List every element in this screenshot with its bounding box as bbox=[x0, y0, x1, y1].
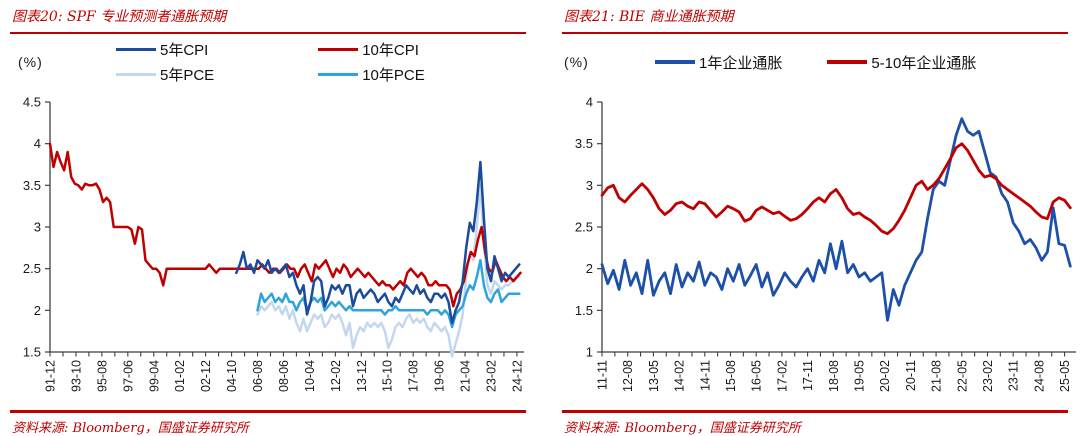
x-tick-label: 11-11 bbox=[596, 360, 610, 390]
series-line-5年CPI bbox=[235, 160, 521, 325]
legend-columns: 1年企业通胀 5-10年企业通胀 bbox=[655, 50, 976, 75]
x-tick-label: 01-02 bbox=[173, 360, 187, 392]
x-tick-label: 10-04 bbox=[303, 360, 317, 392]
legend-label: 10年PCE bbox=[362, 67, 425, 84]
legend-zone: (%) 1年企业通胀 5-10年企业通胀 bbox=[562, 34, 1068, 90]
legend-columns: 5年CPI 5年PCE 10年CPI 10年PCE bbox=[116, 37, 425, 87]
y-tick-label: 1 bbox=[586, 345, 593, 360]
legend-item: 10年PCE bbox=[318, 62, 425, 87]
series-line-10年PCE bbox=[256, 259, 521, 329]
x-tick-label: 22-05 bbox=[955, 360, 969, 392]
y-tick-label: 3.5 bbox=[23, 178, 41, 193]
chart-title: 图表20: SPF 专业预测者通胀预期 bbox=[12, 9, 227, 25]
x-tick-label: 04-10 bbox=[225, 360, 239, 392]
y-tick-label: 3 bbox=[586, 178, 593, 193]
y-tick-label: 4 bbox=[586, 95, 593, 110]
legend-item: 5年PCE bbox=[116, 62, 214, 87]
y-axis-unit-label: (%) bbox=[564, 54, 589, 70]
source-note: 资料来源: Bloomberg，国盛证券研究所 bbox=[12, 421, 249, 436]
bie-line-chart: 4 3.5 3 2.5 2 1.5 111-11 12-08 13-05 14-02 14-11 15… bbox=[575, 95, 1076, 392]
x-tick-label: 08-06 bbox=[277, 360, 291, 392]
x-tick-label: 02-12 bbox=[199, 360, 213, 392]
y-tick-label: 3 bbox=[34, 220, 41, 235]
legend-zone: (%) 5年CPI 5年PCE 10年CPI 10年PCE bbox=[10, 34, 526, 90]
source-rule bbox=[10, 410, 526, 413]
spf-line-chart: 4.5 4 3.5 3 2.5 2 1.591-12 93-10 95-08 97-06 99-04… bbox=[23, 95, 524, 392]
x-tick-label: 25-05 bbox=[1058, 360, 1072, 392]
y-tick-label: 2 bbox=[586, 261, 593, 276]
x-tick-label: 17-11 bbox=[801, 360, 815, 391]
legend-column: 10年CPI 10年PCE bbox=[318, 37, 425, 87]
legend-column: 5年CPI 5年PCE bbox=[116, 37, 214, 87]
legend-line-swatch bbox=[318, 72, 359, 77]
x-tick-label: 13-05 bbox=[647, 360, 661, 392]
x-tick-label: 19-06 bbox=[433, 360, 447, 392]
legend-label: 5年PCE bbox=[160, 67, 215, 84]
x-tick-label: 93-10 bbox=[69, 360, 83, 392]
chart-title: 图表21: BIE 商业通胀预期 bbox=[564, 9, 734, 25]
y-tick-label: 4.5 bbox=[23, 95, 41, 110]
x-tick-label: 21-04 bbox=[459, 360, 473, 392]
x-tick-label: 17-08 bbox=[407, 360, 421, 392]
x-tick-label: 20-11 bbox=[904, 360, 918, 391]
x-tick-label: 97-06 bbox=[121, 360, 135, 392]
x-tick-label: 15-08 bbox=[724, 360, 738, 392]
legend-label: 5年CPI bbox=[160, 42, 209, 59]
x-tick-label: 06-08 bbox=[251, 360, 265, 392]
x-tick-label: 24-08 bbox=[1032, 360, 1046, 392]
x-tick-label: 23-02 bbox=[485, 360, 499, 392]
source-note: 资料来源: Bloomberg，国盛证券研究所 bbox=[564, 421, 801, 436]
x-tick-label: 20-02 bbox=[878, 360, 892, 392]
legend-line-swatch bbox=[655, 60, 695, 64]
x-tick-label: 99-04 bbox=[147, 360, 161, 392]
x-tick-label: 23-11 bbox=[1007, 360, 1021, 391]
x-tick-label: 12-02 bbox=[329, 360, 343, 392]
x-tick-label: 14-02 bbox=[673, 360, 687, 392]
series-line-5年PCE bbox=[256, 184, 521, 358]
x-tick-label: 24-12 bbox=[510, 360, 524, 392]
panel-bie-chart: 图表21: BIE 商业通胀预期 (%) 1年企业通胀 5-10年企业通胀 4 3.… bbox=[540, 0, 1080, 436]
series-line-1年企业通胀 bbox=[600, 117, 1072, 322]
x-tick-label: 12-08 bbox=[621, 360, 635, 392]
x-tick-label: 16-05 bbox=[750, 360, 764, 392]
x-tick-label: 21-08 bbox=[930, 360, 944, 392]
legend-label: 1年企业通胀 bbox=[699, 54, 783, 72]
x-tick-label: 15-10 bbox=[381, 360, 395, 392]
legend-item: 10年CPI bbox=[318, 37, 425, 62]
y-tick-label: 2.5 bbox=[23, 261, 41, 276]
legend-line-swatch bbox=[318, 47, 359, 52]
x-tick-label: 91-12 bbox=[44, 360, 58, 392]
y-tick-label: 3.5 bbox=[575, 136, 593, 151]
y-tick-label: 1.5 bbox=[575, 303, 593, 318]
legend-label: 10年CPI bbox=[362, 42, 419, 59]
y-tick-label: 1.5 bbox=[23, 345, 41, 360]
y-tick-label: 2.5 bbox=[575, 220, 593, 235]
legend-label: 5-10年企业通胀 bbox=[871, 54, 977, 72]
source-rule bbox=[562, 410, 1068, 413]
y-tick-label: 2 bbox=[34, 303, 41, 318]
x-tick-label: 14-11 bbox=[698, 360, 712, 391]
legend-column: 5-10年企业通胀 bbox=[827, 50, 976, 75]
legend-item: 5-10年企业通胀 bbox=[827, 50, 976, 75]
y-tick-label: 4 bbox=[34, 136, 41, 151]
x-tick-label: 95-08 bbox=[95, 360, 109, 392]
title-rule bbox=[562, 32, 1068, 34]
title-rule bbox=[10, 32, 526, 34]
x-tick-label: 17-02 bbox=[775, 360, 789, 392]
y-axis-unit-label: (%) bbox=[18, 54, 43, 70]
legend-item: 5年CPI bbox=[116, 37, 214, 62]
panel-spf-chart: 图表20: SPF 专业预测者通胀预期 (%) 5年CPI 5年PCE 10年CPI… bbox=[10, 9, 526, 436]
x-tick-label: 19-05 bbox=[853, 360, 867, 392]
x-tick-label: 13-12 bbox=[355, 360, 369, 392]
x-tick-label: 18-08 bbox=[827, 360, 841, 392]
legend-line-swatch bbox=[116, 72, 156, 77]
x-tick-label: 23-02 bbox=[981, 360, 995, 392]
series-line-5-10年企业通胀 bbox=[600, 142, 1072, 236]
legend-line-swatch bbox=[116, 47, 156, 52]
legend-line-swatch bbox=[827, 60, 868, 64]
legend-item: 1年企业通胀 bbox=[655, 50, 782, 75]
series-line-10年CPI bbox=[48, 142, 522, 308]
legend-column: 1年企业通胀 bbox=[655, 50, 782, 75]
